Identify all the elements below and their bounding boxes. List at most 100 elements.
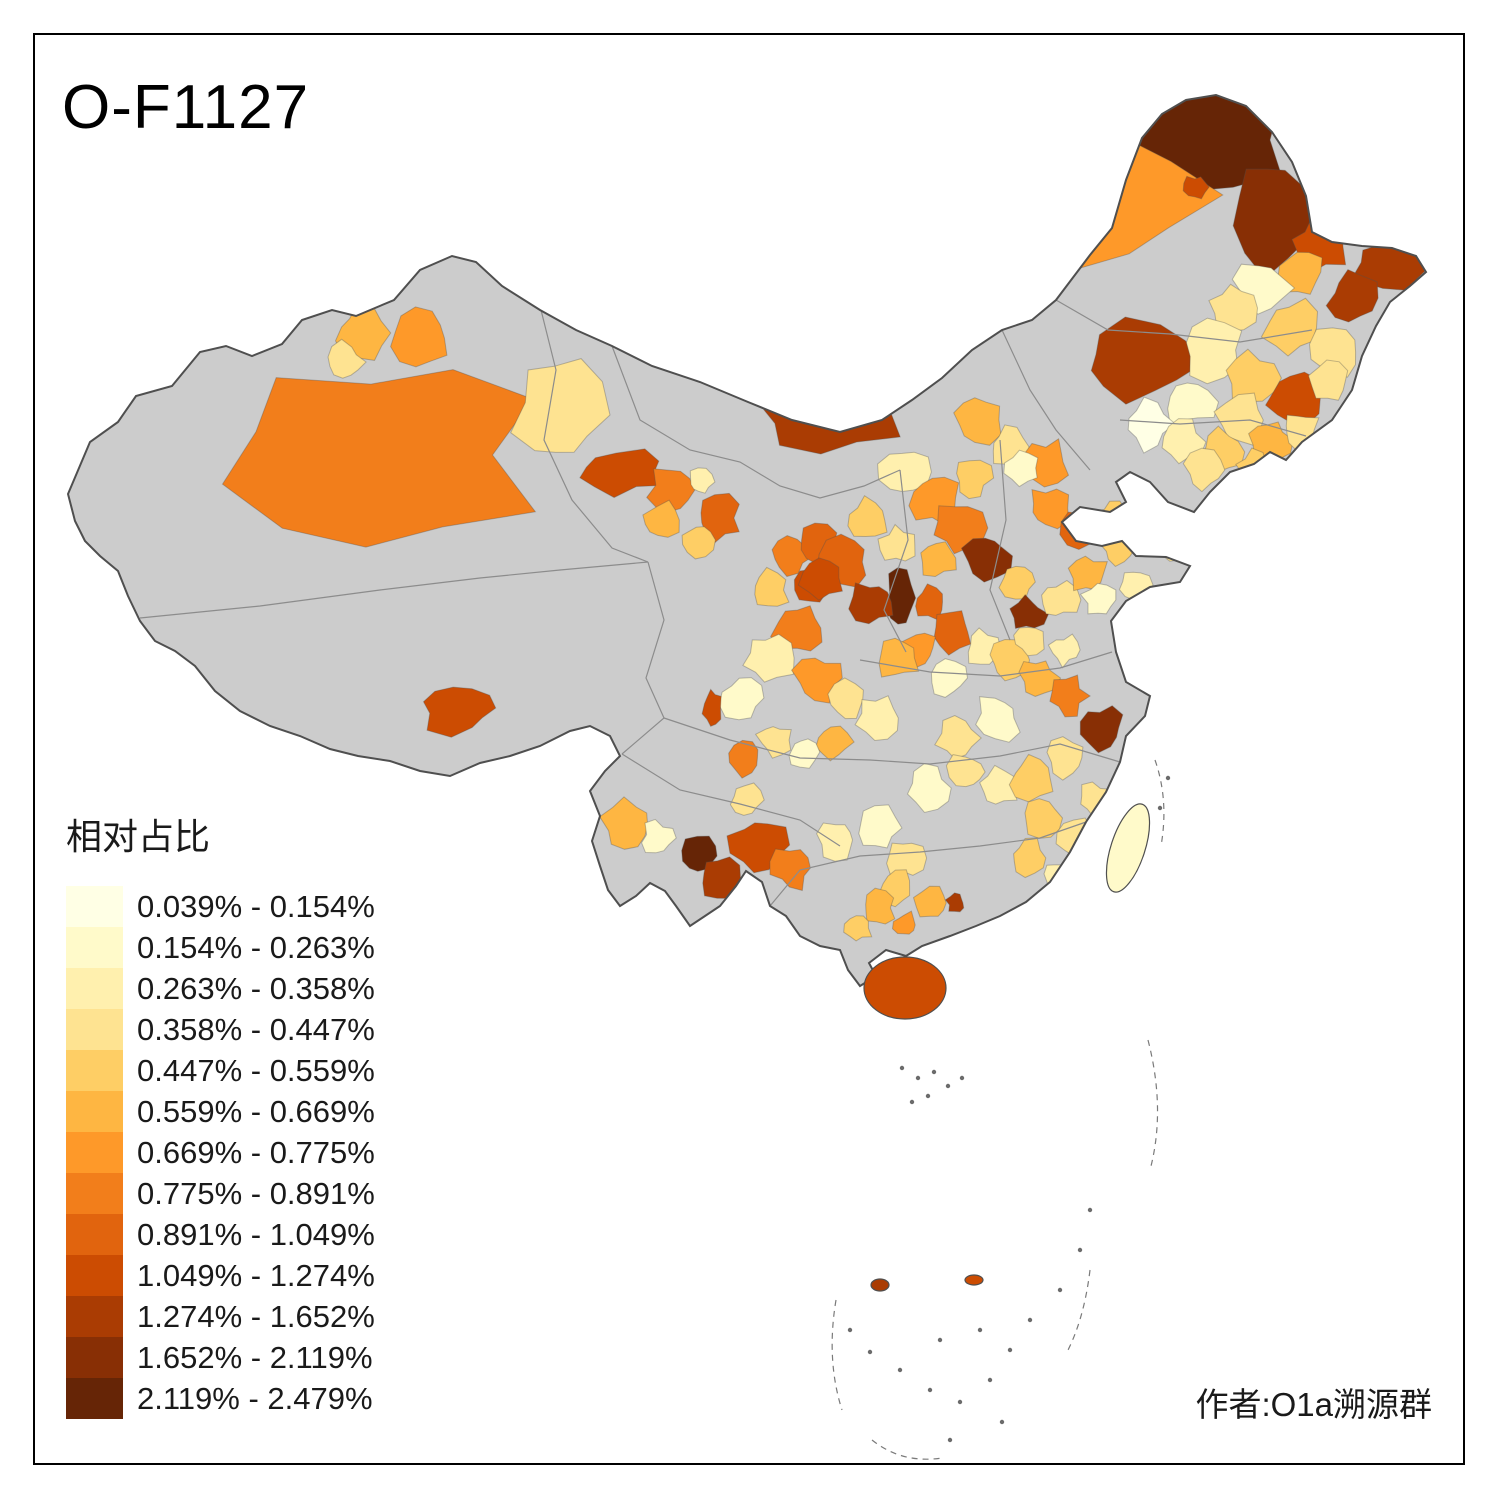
legend-swatch: [66, 1091, 123, 1132]
map-region: [729, 782, 765, 816]
islet-dot: [957, 1399, 963, 1405]
legend-swatch: [66, 1132, 123, 1173]
map-region: [599, 796, 649, 850]
islet-dot: [959, 1075, 965, 1081]
map-region: [1049, 674, 1092, 718]
map-region: [886, 842, 928, 876]
map-region: [930, 658, 969, 698]
map-region: [754, 566, 790, 607]
map-region: [1008, 753, 1054, 803]
sea-boundary-dash: [871, 1439, 943, 1460]
map-region: [945, 754, 986, 788]
map-region: [815, 725, 855, 762]
legend-label: 0.669% - 0.775%: [137, 1134, 375, 1170]
legend-label: 0.154% - 0.263%: [137, 929, 375, 965]
province-border: [1119, 419, 1307, 437]
province-border: [859, 651, 1113, 677]
map-region: [422, 686, 497, 738]
map-region: [1031, 488, 1070, 530]
map-region: [827, 677, 864, 720]
legend-label: 1.652% - 2.119%: [137, 1339, 373, 1375]
islet-dot: [945, 1083, 951, 1089]
legend-row: 2.119% - 2.479%: [66, 1378, 375, 1419]
islet-dot: [1077, 1247, 1083, 1253]
country-outline: [66, 93, 1428, 988]
legend-row: 0.669% - 0.775%: [66, 1132, 375, 1173]
legend-swatch: [66, 1214, 123, 1255]
attribution: 作者:O1a溯源群: [1195, 1386, 1432, 1423]
legend-label: 0.891% - 1.049%: [137, 1216, 375, 1252]
islet-dot: [927, 1387, 933, 1393]
islet-dot: [909, 1099, 915, 1105]
map-region: [579, 448, 668, 499]
map-region: [327, 338, 367, 379]
map-region: [701, 688, 722, 727]
province-border: [989, 439, 1011, 641]
map-region: [728, 739, 759, 779]
map-region: [1009, 593, 1050, 630]
legend-swatch: [66, 886, 123, 927]
legend-swatch: [66, 1296, 123, 1337]
map-region: [1182, 447, 1226, 493]
map-region: [858, 804, 903, 849]
legend-row: 0.447% - 0.559%: [66, 1050, 375, 1091]
map-region: [1079, 582, 1117, 615]
map-region: [1003, 449, 1039, 488]
map-region: [912, 885, 947, 918]
map-region: [1047, 633, 1081, 669]
islands: [863, 803, 1151, 1292]
island-speck: [964, 1274, 984, 1286]
islet-dot: [999, 1419, 1005, 1425]
taiwan-island: [1105, 803, 1151, 893]
map-region: [769, 848, 811, 892]
map-region: [1225, 348, 1282, 403]
province-border: [621, 753, 841, 847]
legend-row: 1.274% - 1.652%: [66, 1296, 375, 1337]
map-region: [1125, 504, 1167, 546]
sea-islands: [831, 759, 1171, 1460]
map-region: [1024, 798, 1064, 839]
map-region: [1046, 736, 1084, 781]
map-region: [975, 696, 1021, 743]
map-region: [956, 459, 995, 500]
sea-boundary-dash: [1147, 1039, 1159, 1171]
map-region: [642, 499, 680, 538]
islet-dot: [931, 1069, 937, 1075]
map-region: [1079, 705, 1124, 754]
islet-dot: [977, 1327, 983, 1333]
map-region: [1325, 268, 1379, 323]
legend-swatch: [66, 968, 123, 1009]
legend-title: 相对占比: [66, 816, 211, 857]
islet-dot: [1087, 1207, 1093, 1213]
map-region: [1090, 316, 1206, 405]
map-region: [1013, 837, 1047, 879]
legend-label: 0.358% - 0.447%: [137, 1011, 375, 1047]
legend-label: 1.274% - 1.652%: [137, 1298, 375, 1334]
hainan-island: [863, 956, 947, 1020]
map-region: [944, 892, 965, 913]
islet-dot: [987, 1377, 993, 1383]
islet-dot: [1027, 1317, 1033, 1323]
islet-dot: [1157, 805, 1163, 811]
map-region: [221, 369, 537, 548]
legend-row: 0.891% - 1.049%: [66, 1214, 375, 1255]
province-border: [1001, 329, 1091, 471]
province-border: [139, 561, 649, 619]
map-region: [906, 762, 952, 814]
map-region: [510, 358, 611, 453]
map-region: [1182, 175, 1210, 200]
page-title: O-F1127: [62, 73, 310, 142]
map-region: [854, 695, 899, 742]
legend-row: 0.263% - 0.358%: [66, 968, 375, 1009]
legend: 相对占比 0.039% - 0.154% 0.154% - 0.263% 0.263…: [66, 808, 375, 1419]
legend-label: 0.263% - 0.358%: [137, 970, 375, 1006]
province-border: [621, 561, 665, 755]
legend-row: 0.775% - 0.891%: [66, 1173, 375, 1214]
legend-swatch: [66, 1337, 123, 1378]
legend-swatch: [66, 1255, 123, 1296]
map-region: [933, 610, 972, 656]
legend-swatch: [66, 1378, 123, 1419]
province-border: [1055, 299, 1313, 343]
islet-dot: [1057, 1287, 1063, 1293]
